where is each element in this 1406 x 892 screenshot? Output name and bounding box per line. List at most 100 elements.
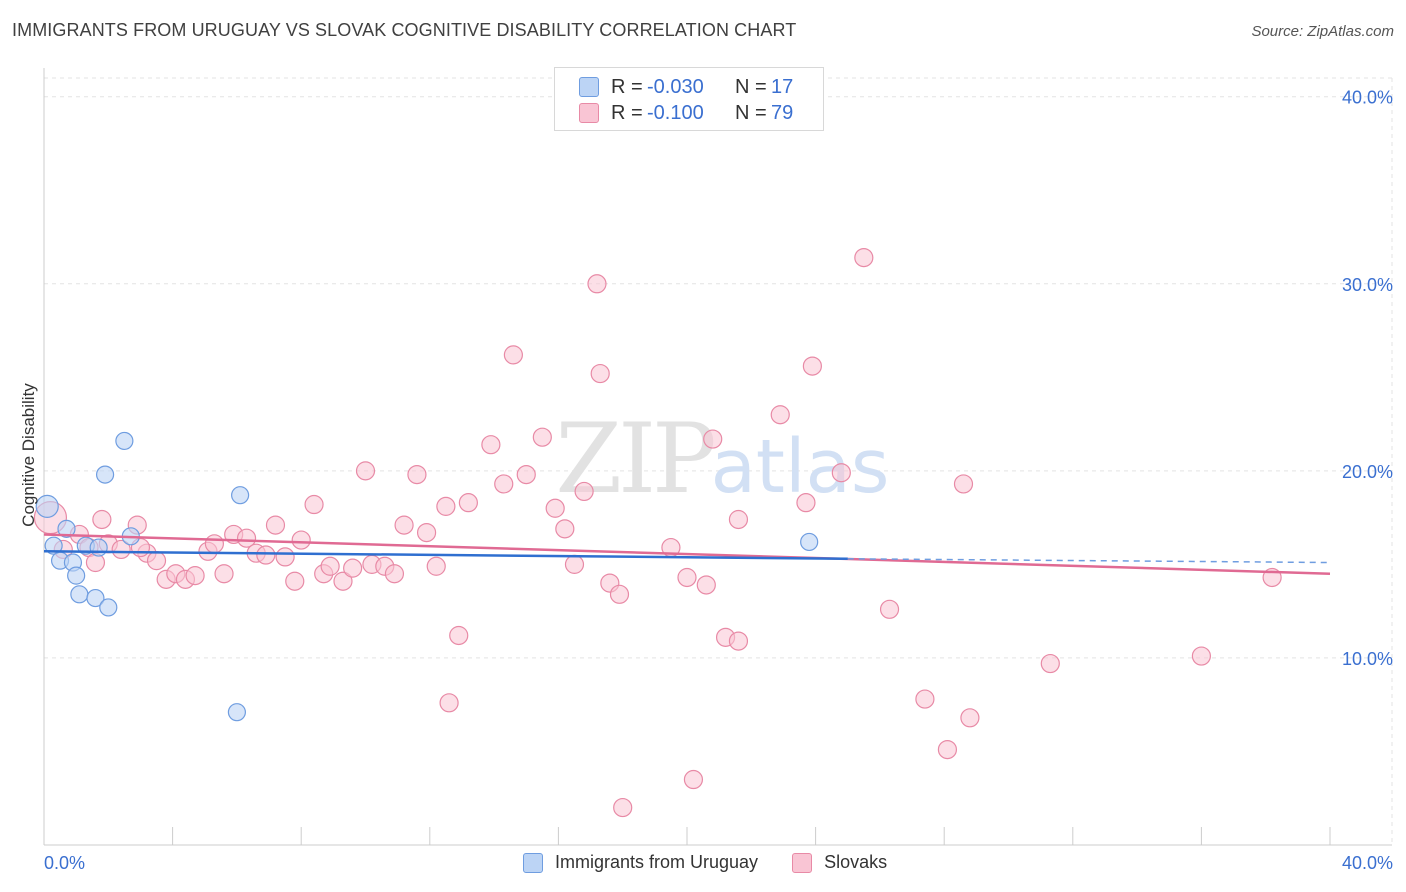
uruguay-point [99,598,118,617]
y-tick-label: 30.0% [1342,275,1393,295]
slovaks-point [265,515,286,535]
series-legend: Immigrants from Uruguay Slovaks [523,852,921,873]
y-axis-label: Cognitive Disability [19,383,38,527]
y-tick-label: 40.0% [1342,88,1393,108]
slovaks-point [590,363,610,384]
uruguay-trend-line [43,550,848,561]
legend-r-label: R = [611,75,643,98]
source-label: Source: ZipAtlas.com [1251,23,1394,40]
slovaks-point [416,522,437,543]
uruguay-trend-extension [847,558,1331,564]
uruguay-point [67,566,86,585]
slovaks-point [85,552,106,573]
uruguay-point [44,536,63,555]
uruguay-point [70,585,89,604]
series-label-slovaks: Slovaks [824,852,888,872]
legend-swatch-uruguay [579,77,599,97]
slovaks-point [516,464,536,485]
series-legend-uruguay[interactable]: Immigrants from Uruguay [523,852,758,873]
x-tick-label: 40.0% [1342,853,1393,873]
slovaks-point [587,274,607,294]
uruguay-point [57,519,76,538]
slovaks-point [770,405,790,425]
slovaks-point [937,739,958,760]
y-tick-label: 20.0% [1342,462,1393,482]
slovaks-point [532,427,552,447]
slovaks-point [185,566,205,586]
legend-n-label: N = [735,101,767,124]
slovaks-point [960,708,980,728]
slovaks-point [683,769,704,790]
slovaks-trend-line [43,533,1331,575]
slovaks-point [204,534,224,554]
legend-row-slovaks: R = -0.100 N = 79 [579,101,793,125]
chart-title: IMMIGRANTS FROM URUGUAY VS SLOVAK COGNIT… [12,20,797,40]
slovaks-point [831,463,851,483]
slovaks-point [384,564,405,584]
slovaks-point [355,461,376,481]
slovaks-point [426,556,446,576]
uruguay-point [115,431,134,451]
slovaks-point [449,625,469,646]
uruguay-point [227,703,246,722]
slovaks-point [503,345,523,365]
uruguay-point [95,465,115,484]
slovaks-point [494,474,514,494]
series-legend-slovaks[interactable]: Slovaks [792,852,887,873]
slovaks-point [609,584,630,604]
uruguay-point [89,538,108,557]
legend-row-uruguay: R = -0.030 N = 17 [579,75,793,99]
axes [43,68,1392,846]
slovaks-point [953,474,974,494]
slovaks-point [394,515,414,535]
legend-n-value: 17 [771,75,794,98]
slovaks-point [320,556,340,576]
slovaks-point [1040,653,1060,674]
slovaks-point [728,509,749,530]
slovaks-point [545,498,565,518]
slovaks-point [285,571,305,591]
slovaks-point [236,528,257,548]
slovaks-point [1191,646,1212,666]
slovaks-point [481,435,501,455]
slovaks-points [33,247,1282,818]
slovaks-point [111,539,131,560]
slovaks-point [275,547,295,567]
slovaks-point [613,797,633,818]
slovaks-point [291,530,311,550]
slovaks-point [343,558,363,578]
legend-r-value: -0.100 [647,101,704,124]
uruguay-point [800,532,819,552]
watermark: ZIP atlas [555,403,889,515]
slovaks-point [879,599,900,619]
y-tick-label: 10.0% [1342,649,1393,669]
series-swatch-uruguay [523,852,543,873]
slovaks-point [854,247,874,268]
slovaks-point [728,631,749,651]
slovaks-point [555,519,575,539]
uruguay-point [86,588,105,608]
slovaks-point [796,493,816,513]
slovaks-point [564,554,585,574]
slovaks-point [92,509,112,530]
slovaks-point [256,545,276,565]
slovaks-point [703,429,723,449]
slovaks-point [802,356,822,376]
legend-n-value: 79 [771,101,794,124]
slovaks-point [915,689,935,709]
legend-n-label: N = [735,75,767,98]
series-label-uruguay: Immigrants from Uruguay [555,852,759,872]
slovaks-point [304,494,324,515]
slovaks-point [333,571,353,591]
slovaks-point [214,564,234,584]
legend-swatch-slovaks [579,103,599,123]
legend-r-label: R = [611,101,643,124]
series-swatch-slovaks [792,852,813,873]
slovaks-point [574,481,594,502]
slovaks-point [146,551,167,571]
slovaks-point [407,464,427,485]
correlation-legend: R = -0.030 N = 17 R = -0.100 N = 79 [554,67,824,131]
uruguay-point [35,494,59,518]
slovaks-point [696,575,716,595]
